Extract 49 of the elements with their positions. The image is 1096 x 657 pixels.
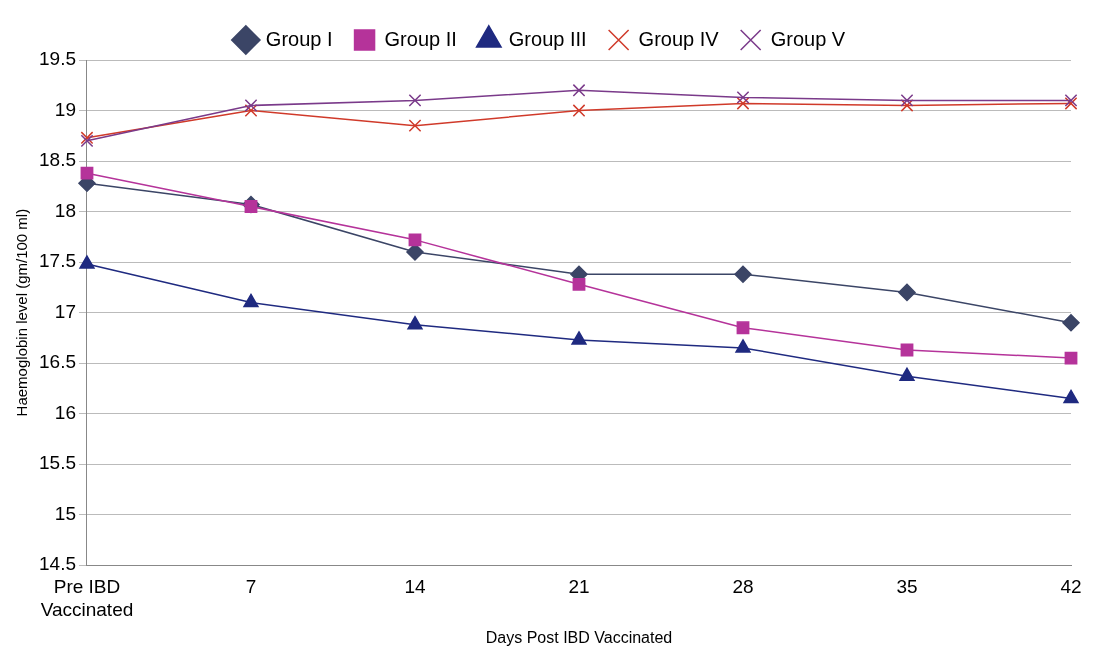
x-tick-label: 21 bbox=[568, 575, 590, 597]
point bbox=[244, 104, 258, 117]
point bbox=[244, 99, 258, 112]
legend-label: Group III bbox=[508, 27, 587, 50]
y-tick-label: 17.5 bbox=[39, 250, 76, 272]
y-tick-label: 19 bbox=[54, 98, 76, 120]
x-tick-label: 35 bbox=[896, 575, 918, 597]
point bbox=[735, 339, 751, 353]
point bbox=[572, 104, 586, 117]
y-tick-label: 17 bbox=[54, 300, 76, 322]
point bbox=[79, 255, 95, 269]
point bbox=[736, 90, 750, 104]
point bbox=[572, 277, 586, 291]
legend-label: Group II bbox=[384, 27, 457, 50]
legend-label: Group I bbox=[265, 27, 333, 50]
point bbox=[243, 293, 259, 308]
legend-label: Group V bbox=[770, 27, 846, 50]
x-tick-label: 42 bbox=[1060, 575, 1082, 597]
y-tick-label: 16 bbox=[54, 401, 76, 423]
point bbox=[900, 99, 914, 112]
x-tick-label: 28 bbox=[732, 575, 754, 597]
x-axis-title: Days Post IBD Vaccinated bbox=[485, 628, 673, 646]
point bbox=[899, 367, 915, 382]
y-tick-label: 15 bbox=[54, 502, 76, 524]
y-tick-label: 15.5 bbox=[39, 452, 76, 474]
y-tick-label: 19.5 bbox=[39, 48, 76, 70]
point bbox=[736, 321, 750, 335]
x-tick-label: 7 bbox=[245, 575, 257, 597]
point bbox=[736, 97, 750, 110]
point bbox=[571, 331, 587, 345]
x-tick-label: Pre IBD Vaccinated bbox=[40, 575, 134, 620]
point bbox=[572, 83, 586, 97]
y-tick-label: 14.5 bbox=[39, 553, 76, 575]
point bbox=[734, 265, 752, 283]
point bbox=[408, 233, 422, 247]
point bbox=[407, 315, 423, 330]
point bbox=[898, 283, 916, 302]
y-axis-title: Haemoglobin level (gm/100 ml) bbox=[13, 208, 31, 417]
point bbox=[900, 94, 914, 107]
y-tick-label: 18.5 bbox=[39, 149, 76, 171]
x-tick-label: 14 bbox=[404, 575, 426, 597]
point bbox=[1063, 389, 1079, 404]
y-tick-label: 16.5 bbox=[39, 351, 76, 373]
legend-label: Group IV bbox=[638, 27, 720, 50]
point bbox=[1062, 313, 1080, 332]
point bbox=[408, 94, 422, 107]
point bbox=[408, 119, 422, 133]
y-tick-label: 18 bbox=[54, 199, 76, 221]
point bbox=[80, 166, 94, 180]
